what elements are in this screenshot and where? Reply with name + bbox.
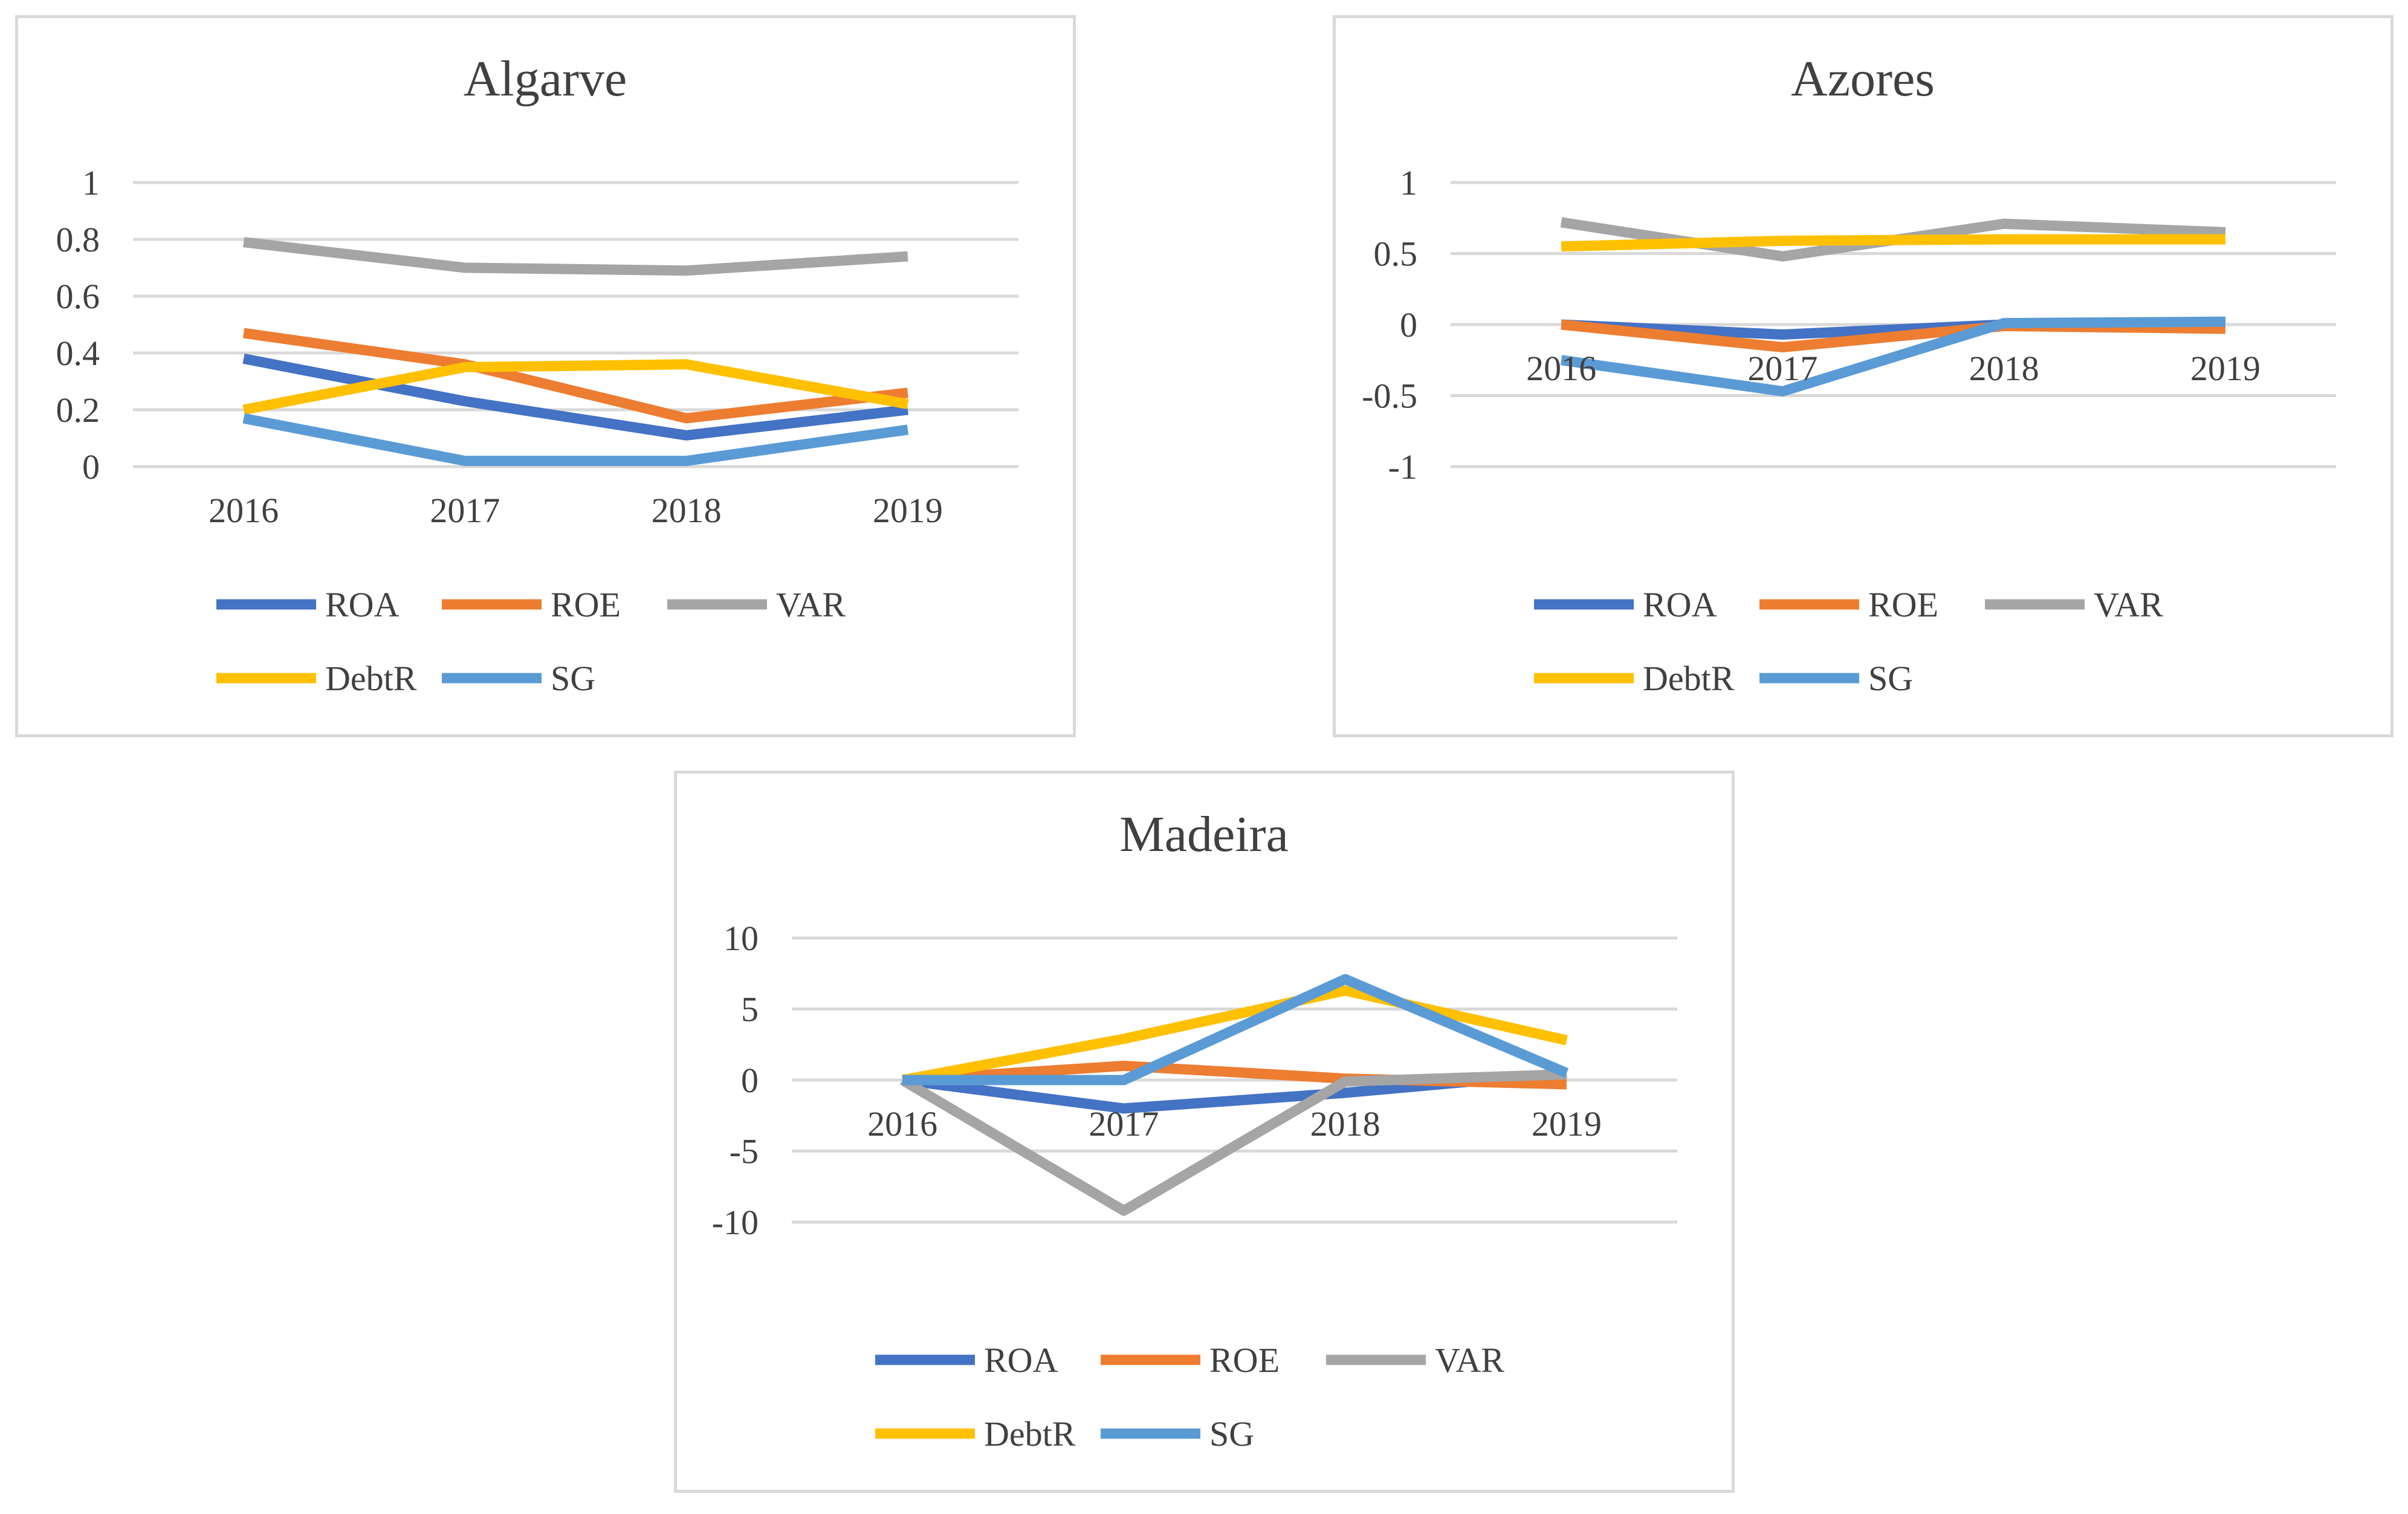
x-tick-label: 2018 bbox=[1969, 349, 2039, 388]
x-tick-label: 2017 bbox=[1089, 1104, 1159, 1144]
legend-label: DebtR bbox=[1643, 659, 1735, 698]
legend-item-debtr: DebtR bbox=[1534, 659, 1735, 698]
series-line-debtr bbox=[901, 985, 1568, 1085]
x-tick-label: 2018 bbox=[1310, 1104, 1380, 1144]
legend-item-var: VAR bbox=[1326, 1341, 1504, 1380]
legend-item-sg: SG bbox=[442, 659, 595, 698]
series-line-sg bbox=[902, 974, 1569, 1085]
chart-azores: Azores -1 -0.5 0 0.5 1 2016 2017 2018 2019 ROA R… bbox=[1362, 51, 2336, 698]
y-tick-label: 1 bbox=[1400, 163, 1417, 202]
x-tick-label: 2019 bbox=[873, 491, 943, 530]
series-line-roe bbox=[242, 328, 908, 424]
legend-item-roa: ROA bbox=[216, 585, 400, 624]
legend-label: VAR bbox=[1435, 1341, 1504, 1380]
legend-item-var: VAR bbox=[1985, 585, 2163, 624]
x-tick-label: 2017 bbox=[1747, 349, 1817, 388]
legend-label: ROA bbox=[325, 585, 400, 624]
legend-item-roe: ROE bbox=[1759, 585, 1938, 624]
series-line-roa bbox=[242, 354, 908, 441]
y-tick-label: 10 bbox=[723, 919, 759, 958]
x-tick-label: 2016 bbox=[1526, 349, 1596, 388]
chart-panel-azores: Azores -1 -0.5 0 0.5 1 2016 2017 2018 2019 ROA R… bbox=[1333, 15, 2393, 737]
series-line-var bbox=[899, 1069, 1567, 1216]
legend-label: DebtR bbox=[984, 1414, 1076, 1454]
y-tick-label: 0.5 bbox=[1374, 235, 1418, 274]
y-tick-label: -5 bbox=[730, 1132, 759, 1171]
x-tick-label: 2018 bbox=[652, 491, 722, 530]
legend-item-roa: ROA bbox=[875, 1341, 1058, 1380]
legend-item-roe: ROE bbox=[1101, 1341, 1280, 1380]
chart-title: Madeira bbox=[1119, 806, 1289, 862]
series-line-debtr bbox=[1561, 234, 2225, 252]
chart-title: Azores bbox=[1791, 51, 1935, 107]
legend-label: ROE bbox=[551, 585, 621, 624]
chart-madeira: Madeira -10 -5 0 5 10 2016 2017 2018 2019 ROA RO… bbox=[712, 806, 1677, 1454]
chart-algarve: Algarve 00.20.40.60.81 2016 2017 2018 2019 … bbox=[56, 51, 1018, 698]
y-tick-label: -10 bbox=[712, 1203, 759, 1242]
legend-label: VAR bbox=[776, 585, 846, 624]
legend-item-var: VAR bbox=[667, 585, 846, 624]
y-tick-label: 0.8 bbox=[56, 220, 100, 259]
legend-item-debtr: DebtR bbox=[875, 1414, 1076, 1454]
x-tick-label: 2017 bbox=[430, 491, 500, 530]
legend-item-debtr: DebtR bbox=[216, 659, 417, 698]
y-tick-label: -1 bbox=[1388, 447, 1417, 487]
series-line-debtr bbox=[242, 359, 909, 415]
legend-item-roa: ROA bbox=[1534, 585, 1717, 624]
legend-item-sg: SG bbox=[1759, 659, 1913, 698]
legend-label: ROE bbox=[1868, 585, 1938, 624]
legend-label: SG bbox=[1868, 659, 1913, 698]
series-line-sg bbox=[242, 413, 909, 467]
chart-title: Algarve bbox=[464, 51, 627, 107]
y-tick-label: 5 bbox=[741, 990, 759, 1029]
legend-label: ROA bbox=[984, 1341, 1058, 1380]
y-tick-label: 0.4 bbox=[56, 334, 100, 373]
chart-panel-madeira: Madeira -10 -5 0 5 10 2016 2017 2018 2019 ROA RO… bbox=[674, 771, 1735, 1493]
y-tick-label: 1 bbox=[82, 163, 100, 202]
legend-label: DebtR bbox=[325, 659, 417, 698]
y-tick-label: 0.6 bbox=[56, 277, 100, 316]
x-tick-label: 2019 bbox=[1532, 1104, 1602, 1144]
legend-label: ROE bbox=[1209, 1341, 1280, 1380]
x-tick-label: 2016 bbox=[209, 491, 279, 530]
legend-item-sg: SG bbox=[1101, 1414, 1254, 1454]
series-line-sg bbox=[1560, 316, 2225, 396]
legend-item-roe: ROE bbox=[442, 585, 621, 624]
x-tick-label: 2016 bbox=[867, 1104, 937, 1144]
chart-panel-algarve: Algarve 0 0.2 0.4 0.6 0.8 1 2016 2017 2018 2019 … bbox=[15, 15, 1076, 737]
legend-label: SG bbox=[1209, 1414, 1254, 1454]
legend-label: SG bbox=[551, 659, 595, 698]
y-tick-label: 0.2 bbox=[56, 390, 100, 430]
y-tick-label: 0 bbox=[82, 447, 100, 487]
x-tick-label: 2019 bbox=[2190, 349, 2261, 388]
legend-label: VAR bbox=[2094, 585, 2163, 624]
legend-label: ROA bbox=[1643, 585, 1717, 624]
y-tick-label: 0 bbox=[741, 1061, 759, 1100]
y-tick-label: 0 bbox=[1400, 305, 1417, 345]
series-line-var bbox=[243, 237, 908, 276]
y-tick-label: -0.5 bbox=[1362, 377, 1417, 416]
